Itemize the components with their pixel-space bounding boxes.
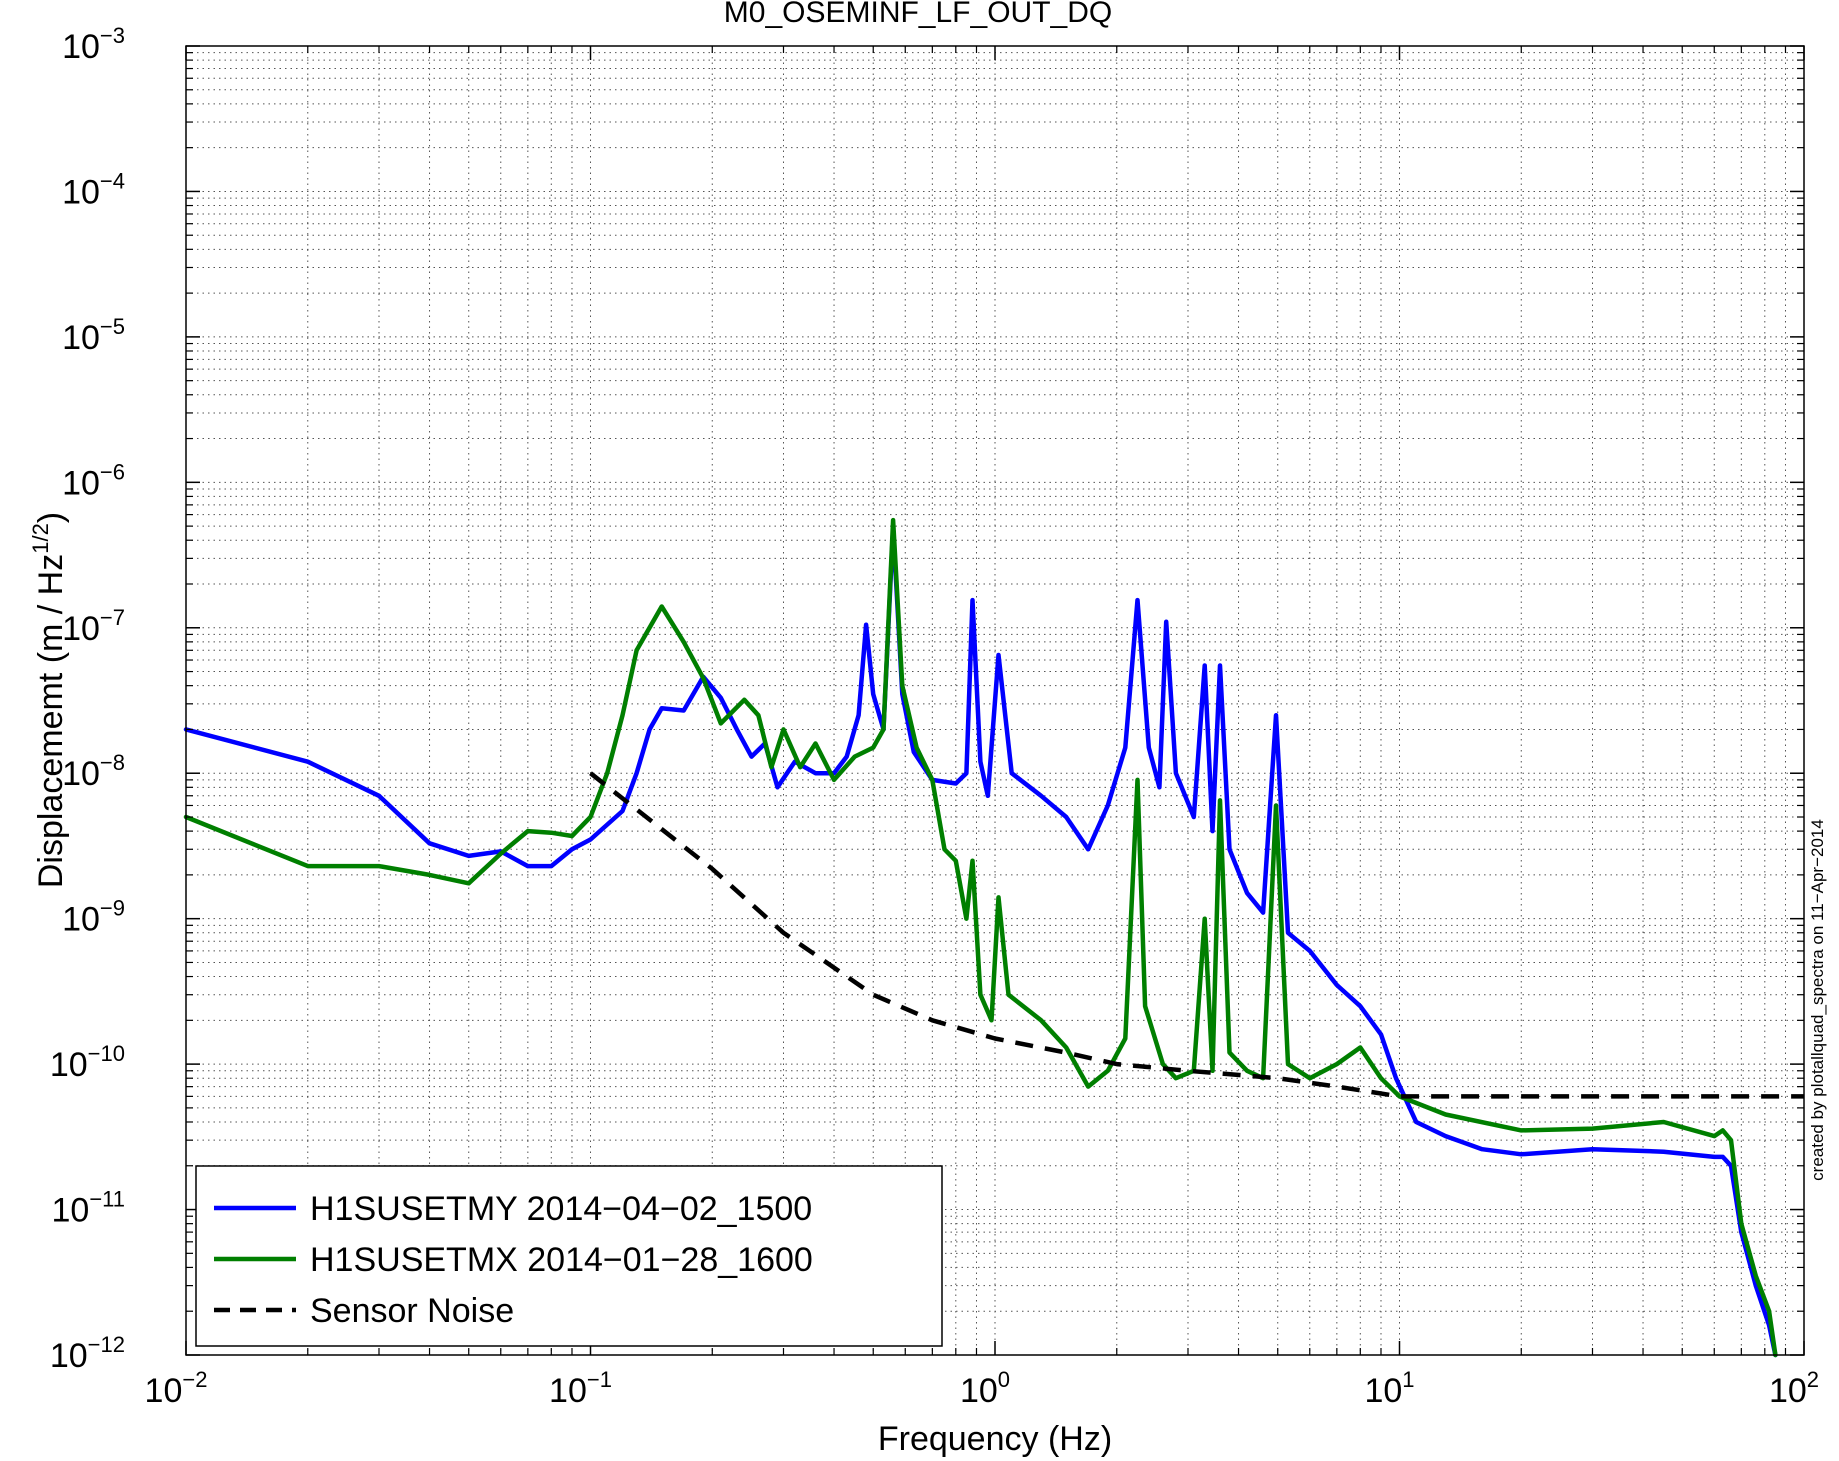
x-tick-label: 101 bbox=[1364, 1367, 1414, 1410]
series-line-1 bbox=[183, 525, 1778, 1358]
x-tick-label: 10−2 bbox=[145, 1367, 208, 1410]
legend-label-1: H1SUSETMY 2014−04−02_1500 bbox=[310, 1190, 812, 1228]
y-tick-label: 10−8 bbox=[62, 750, 125, 793]
y-axis-label: Displacememt (m / Hz1/2) bbox=[28, 512, 70, 888]
x-tick-label: 102 bbox=[1769, 1367, 1819, 1410]
y-tick-label: 10−6 bbox=[62, 459, 125, 502]
series-layer bbox=[183, 517, 1804, 1358]
y-axis-label-main: Displacememt (m / Hz bbox=[32, 554, 70, 888]
y-tick-label: 10−4 bbox=[62, 168, 125, 211]
creation-annotation: created by plotallquad_spectra on 11−Apr… bbox=[1808, 819, 1827, 1181]
y-axis-label-superscript: 1/2 bbox=[28, 523, 53, 554]
x-axis-label: Frequency (Hz) bbox=[878, 1420, 1112, 1458]
legend-label-2: H1SUSETMX 2014−01−28_1600 bbox=[310, 1241, 813, 1279]
legend-label-3: Sensor Noise bbox=[310, 1292, 514, 1330]
x-tick-label: 10−1 bbox=[549, 1367, 612, 1410]
y-tick-labels: 10−3 10−4 10−5 10−6 10−7 10−8 10−9 10−10 10−11 10… bbox=[50, 23, 125, 1375]
y-tick-label: 10−3 bbox=[62, 23, 125, 66]
x-tick-label: 100 bbox=[960, 1367, 1010, 1410]
series-line-2 bbox=[183, 517, 1778, 1358]
chart-title: M0_OSEMINF_LF_OUT_DQ bbox=[724, 0, 1112, 29]
y-axis-label-close: ) bbox=[32, 512, 70, 523]
series-line-3 bbox=[589, 771, 1804, 1099]
legend: H1SUSETMY 2014−04−02_1500 H1SUSETMX 2014−… bbox=[195, 1165, 943, 1347]
y-tick-label: 10−9 bbox=[62, 896, 125, 939]
minor-grid bbox=[186, 46, 1804, 1355]
x-tick-labels: 10−2 10−1 100 101 102 bbox=[145, 1367, 1820, 1410]
tick-marks bbox=[185, 45, 1805, 1356]
legend-box bbox=[195, 1165, 943, 1347]
y-tick-label: 10−10 bbox=[50, 1041, 125, 1084]
y-tick-label: 10−7 bbox=[62, 605, 125, 648]
y-tick-label: 10−12 bbox=[50, 1332, 125, 1375]
y-tick-label: 10−11 bbox=[51, 1187, 125, 1230]
y-tick-label: 10−5 bbox=[62, 314, 125, 357]
